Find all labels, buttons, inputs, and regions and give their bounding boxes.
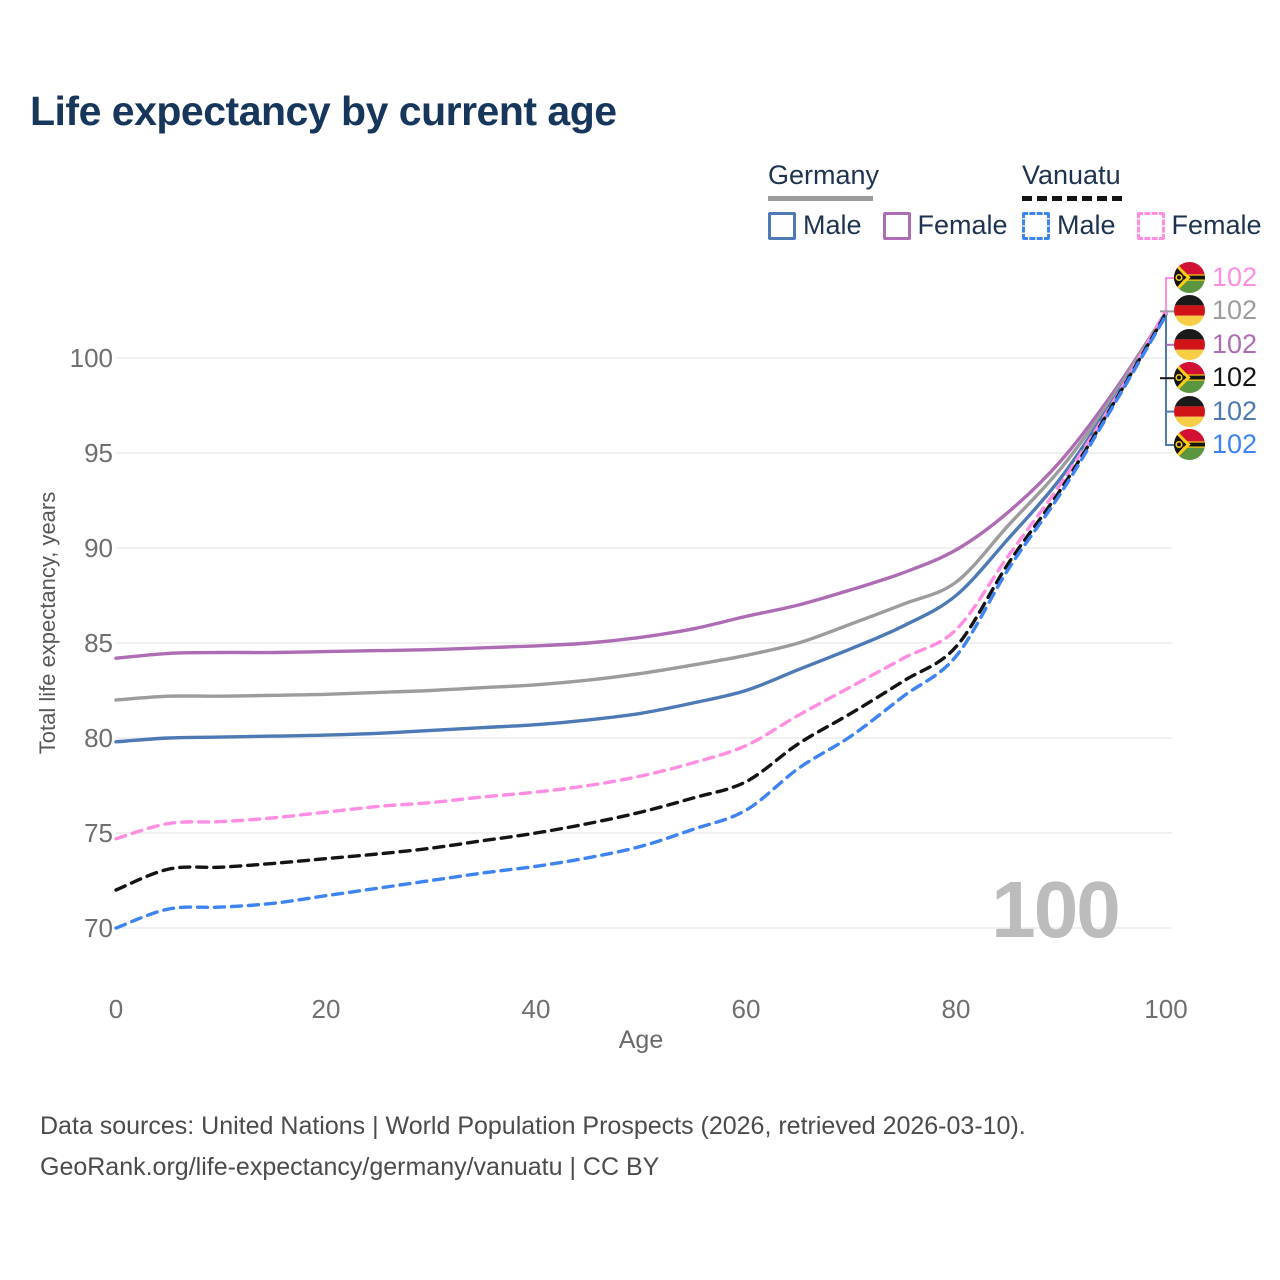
x-axis-title: Age <box>618 1026 664 1054</box>
footer-link: GeoRank.org/life-expectancy/germany/vanu… <box>40 1153 660 1181</box>
legend-item-germany-male[interactable]: Male <box>768 210 862 241</box>
end-label-leader-line <box>1165 277 1174 315</box>
end-label-value: 102 <box>1212 262 1258 292</box>
legend-group-vanuatu: Vanuatu Male Female <box>1022 160 1262 241</box>
end-label-vanuatu-male: 102 <box>1174 429 1257 460</box>
end-label-germany-total: 102 <box>1174 295 1258 327</box>
legend-item-label: Female <box>917 210 1008 240</box>
x-tick-0: 0 <box>108 994 124 1024</box>
end-label-vanuatu-female: 102 <box>1174 262 1257 293</box>
end-label-germany-female: 102 <box>1174 328 1258 360</box>
legend-item-vanuatu-female[interactable]: Female <box>1136 210 1262 241</box>
germany-flag-icon <box>1174 295 1205 327</box>
y-tick-75: 75 <box>84 818 113 848</box>
y-tick-85: 85 <box>84 628 113 658</box>
x-tick-100: 100 <box>1144 994 1188 1024</box>
end-label-vanuatu-total: 102 <box>1174 362 1258 394</box>
legend-country-underline <box>1022 196 1122 201</box>
legend-group-germany: Germany Male Female <box>768 160 1008 241</box>
end-label-leader-line <box>1165 315 1174 446</box>
legend-checkbox[interactable] <box>1136 211 1165 240</box>
x-tick-80: 80 <box>941 994 971 1024</box>
legend-country-label[interactable]: Germany <box>768 160 880 190</box>
series-line-germany-total[interactable] <box>114 309 1168 702</box>
vanuatu-flag-icon <box>1174 429 1205 460</box>
legend-country-label[interactable]: Vanuatu <box>1022 160 1121 190</box>
x-tick-60: 60 <box>731 994 761 1024</box>
end-label-germany-male: 102 <box>1174 395 1258 427</box>
end-label-value: 102 <box>1212 362 1258 393</box>
x-tick-40: 40 <box>521 994 551 1024</box>
germany-flag-icon <box>1174 328 1205 360</box>
legend-checkbox[interactable] <box>1022 211 1050 240</box>
legend-item-label: Female <box>1171 210 1262 240</box>
footer-sources: Data sources: United Nations | World Pop… <box>40 1112 1026 1140</box>
y-tick-70: 70 <box>84 913 113 943</box>
legend-checkbox[interactable] <box>882 211 911 240</box>
hover-age-watermark: 100 <box>991 865 1120 954</box>
legend-item-vanuatu-male[interactable]: Male <box>1022 210 1116 241</box>
vanuatu-flag-icon <box>1174 362 1205 394</box>
legend-checkbox[interactable] <box>768 211 796 240</box>
end-label-value: 102 <box>1212 395 1258 426</box>
series-line-vanuatu-female[interactable] <box>114 308 1168 841</box>
y-tick-90: 90 <box>84 533 113 563</box>
end-label-value: 102 <box>1212 429 1258 459</box>
legend-item-label: Male <box>1057 210 1116 240</box>
legend-item-germany-female[interactable]: Female <box>882 210 1008 241</box>
vanuatu-flag-icon <box>1174 262 1205 293</box>
germany-flag-icon <box>1174 395 1205 427</box>
series-line-germany-female[interactable] <box>114 310 1168 660</box>
y-axis-title: Total life expectancy, years <box>35 491 60 755</box>
y-tick-95: 95 <box>84 438 113 468</box>
end-label-value: 102 <box>1212 295 1258 326</box>
series-line-germany-male[interactable] <box>114 312 1168 744</box>
y-tick-80: 80 <box>84 723 113 753</box>
x-tick-20: 20 <box>311 994 341 1024</box>
end-label-value: 102 <box>1212 328 1258 359</box>
legend-country-underline <box>768 196 873 201</box>
legend-item-label: Male <box>803 210 862 240</box>
footer: Data sources: United Nations | World Pop… <box>40 1106 1026 1188</box>
y-tick-100: 100 <box>69 343 113 373</box>
series-line-vanuatu-male[interactable] <box>114 313 1168 930</box>
page-title: Life expectancy by current age <box>30 88 617 134</box>
series-line-vanuatu-total[interactable] <box>114 311 1168 892</box>
